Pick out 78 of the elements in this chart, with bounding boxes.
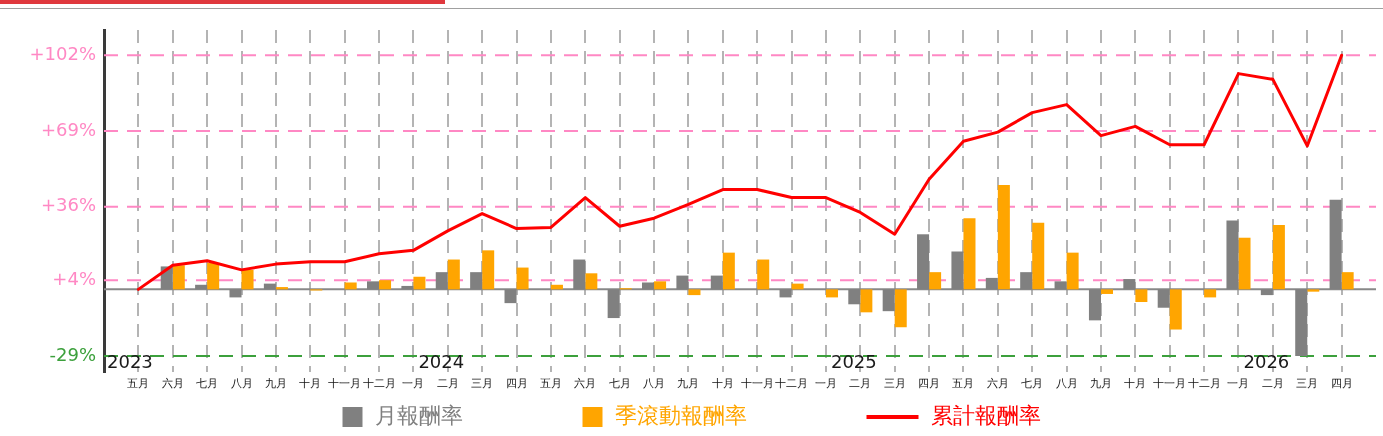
x-tick-label: 十月: [711, 377, 734, 391]
legend-label: 累計報酬率: [930, 402, 1041, 428]
x-tick-label: 六月: [574, 377, 597, 391]
bar: [447, 259, 460, 290]
annotation: 2024: [418, 350, 465, 372]
bar: [688, 289, 701, 296]
y-tick-label: +102%: [29, 42, 96, 64]
x-tick-label: 三月: [471, 377, 494, 391]
x-tick-label: 十一月: [740, 377, 774, 391]
x-tick-label: 二月: [436, 377, 459, 391]
bar: [413, 276, 426, 290]
bar: [894, 289, 907, 328]
bar: [654, 281, 667, 290]
bar: [929, 272, 942, 290]
bar: [825, 289, 838, 298]
x-tick-label: 三月: [883, 377, 906, 391]
x-tick-label: 八月: [1055, 377, 1078, 391]
legend-label: 季滾動報酬率: [614, 402, 747, 428]
bar: [722, 252, 735, 290]
bar: [1272, 225, 1285, 290]
x-tick-label: 十二月: [362, 377, 396, 391]
x-tick-label: 十二月: [1187, 377, 1221, 391]
x-tick-label: 一月: [1227, 377, 1250, 391]
bar: [1169, 289, 1182, 330]
bar: [482, 250, 495, 290]
x-tick-label: 五月: [952, 377, 975, 391]
x-tick-label: 七月: [1021, 377, 1044, 391]
x-tick-label: 五月: [127, 377, 150, 391]
x-tick-label: 六月: [161, 377, 184, 391]
x-tick-label: 八月: [230, 377, 253, 391]
bar: [1238, 237, 1251, 290]
x-tick-label: 四月: [918, 377, 941, 391]
bar: [757, 259, 770, 290]
x-tick-label: 四月: [505, 377, 528, 391]
x-tick-label: 二月: [849, 377, 872, 391]
bar: [963, 218, 976, 290]
x-tick-label: 六月: [986, 377, 1009, 391]
x-tick-label: 九月: [1089, 377, 1112, 391]
bar: [1341, 272, 1354, 290]
bar: [1307, 289, 1320, 292]
x-tick-label: 十月: [1124, 377, 1147, 391]
bar: [585, 273, 598, 290]
x-tick-label: 八月: [643, 377, 666, 391]
y-tick-label: -29%: [49, 343, 96, 365]
bar: [241, 269, 254, 290]
bar: [997, 184, 1010, 290]
x-tick-label: 十一月: [328, 377, 362, 391]
bar: [860, 289, 873, 313]
x-tick-label: 九月: [264, 377, 287, 391]
y-tick-label: +36%: [40, 194, 96, 216]
x-tick-label: 一月: [402, 377, 425, 391]
x-tick-label: 二月: [1261, 377, 1284, 391]
x-tick-label: 十一月: [1153, 377, 1187, 391]
x-tick-label: 九月: [677, 377, 700, 391]
legend-label: 月報酬率: [374, 402, 463, 428]
bar: [516, 267, 529, 290]
bar: [1204, 289, 1217, 298]
x-tick-label: 七月: [196, 377, 219, 391]
bar: [1066, 252, 1079, 290]
bar: [172, 265, 185, 290]
y-tick-label: +4%: [52, 267, 96, 289]
bar: [207, 262, 220, 290]
y-tick-label: +69%: [40, 118, 96, 140]
annotation: 2026: [1243, 350, 1290, 372]
bar: [1135, 289, 1148, 302]
bar: [344, 282, 357, 290]
x-tick-label: 十月: [299, 377, 322, 391]
x-tick-label: 四月: [1330, 377, 1353, 391]
x-tick-label: 十二月: [775, 377, 809, 391]
bar: [1100, 289, 1114, 294]
annotation: 2025: [830, 350, 877, 372]
bar: [1032, 222, 1045, 290]
bar: [379, 280, 392, 290]
annotation: 2023: [107, 350, 153, 372]
x-tick-label: 一月: [814, 377, 837, 391]
x-tick-label: 七月: [608, 377, 631, 391]
x-tick-label: 五月: [539, 377, 562, 391]
x-tick-label: 三月: [1296, 377, 1319, 391]
